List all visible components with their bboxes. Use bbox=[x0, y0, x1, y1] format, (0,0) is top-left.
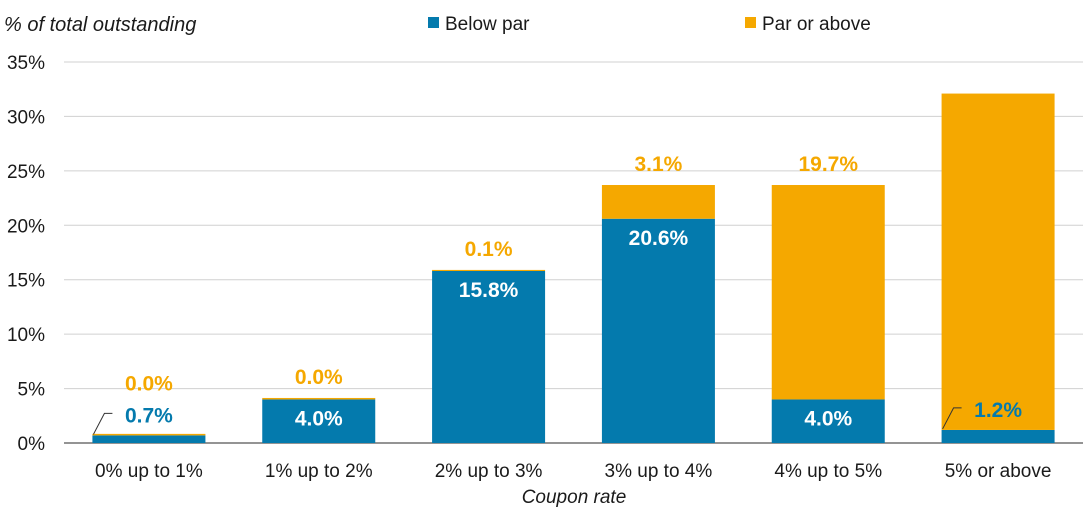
y-tick-label: 0% bbox=[18, 434, 46, 455]
y-axis-title: % of total outstanding bbox=[4, 14, 196, 36]
data-label-below-par: 15.8% bbox=[459, 279, 519, 302]
y-tick-label: 30% bbox=[7, 107, 45, 128]
legend-label: Par or above bbox=[762, 14, 871, 35]
x-tick-label: 3% up to 4% bbox=[605, 461, 713, 482]
data-labels: 0.7% 0.0% 4.0% 0.0% 15.8% 0.1% 20.6% 3.1% 4.0% 19… bbox=[92, 153, 1028, 435]
x-axis-title: Coupon rate bbox=[522, 487, 627, 508]
data-label-below-par: 4.0% bbox=[295, 407, 343, 430]
data-label-below-par: 20.6% bbox=[629, 227, 689, 250]
y-tick-label: 15% bbox=[7, 271, 45, 292]
bar-below-par bbox=[941, 429, 1055, 443]
data-label-par-or-above: 19.7% bbox=[798, 153, 858, 176]
y-tick-label: 5% bbox=[18, 380, 46, 401]
bar-par-or-above bbox=[432, 269, 546, 272]
bar-par-or-above bbox=[601, 185, 715, 219]
bar-below-par bbox=[771, 399, 885, 443]
legend: Below par Par or above bbox=[428, 14, 871, 35]
bars bbox=[92, 93, 1055, 443]
leader-line bbox=[92, 412, 113, 435]
data-label-below-par: 1.2% bbox=[974, 399, 1022, 422]
bar-below-par bbox=[92, 435, 206, 443]
data-label-below-par: 4.0% bbox=[804, 407, 852, 430]
y-tick-label: 25% bbox=[7, 162, 45, 183]
bar-below-par bbox=[432, 271, 546, 443]
x-tick-label: 0% up to 1% bbox=[95, 461, 203, 482]
legend-swatch bbox=[428, 17, 439, 28]
data-label-below-par: 0.7% bbox=[125, 404, 173, 427]
data-label-par-or-above: 0.0% bbox=[295, 366, 343, 389]
x-tick-label: 4% up to 5% bbox=[774, 461, 882, 482]
bar-par-or-above bbox=[771, 185, 885, 400]
bar-below-par bbox=[262, 399, 376, 443]
data-label-par-or-above: 3.1% bbox=[634, 153, 682, 176]
leader-line bbox=[942, 407, 962, 430]
bar-par-or-above bbox=[262, 397, 376, 400]
data-label-par-or-above: 30.9% bbox=[968, 367, 1028, 390]
x-tick-label: 1% up to 2% bbox=[265, 461, 373, 482]
bar-par-or-above bbox=[941, 93, 1055, 430]
y-tick-label: 35% bbox=[7, 53, 45, 74]
gridlines bbox=[64, 61, 1083, 444]
legend-label: Below par bbox=[445, 14, 530, 35]
x-tick-label: 2% up to 3% bbox=[435, 461, 543, 482]
y-tick-label: 10% bbox=[7, 325, 45, 346]
y-tick-label: 20% bbox=[7, 216, 45, 237]
data-label-par-or-above: 0.0% bbox=[125, 372, 173, 395]
bar-par-or-above bbox=[92, 433, 206, 436]
bar-below-par bbox=[601, 218, 715, 443]
x-axis-categories: 0% up to 1% 1% up to 2% 2% up to 3% 3% up t… bbox=[95, 461, 1051, 482]
y-axis-ticks: 0% 5% 10% 15% 20% 25% 30% 35% bbox=[7, 53, 45, 455]
x-tick-label: 5% or above bbox=[945, 461, 1052, 482]
data-label-par-or-above: 0.1% bbox=[465, 238, 513, 261]
legend-swatch bbox=[745, 17, 756, 28]
